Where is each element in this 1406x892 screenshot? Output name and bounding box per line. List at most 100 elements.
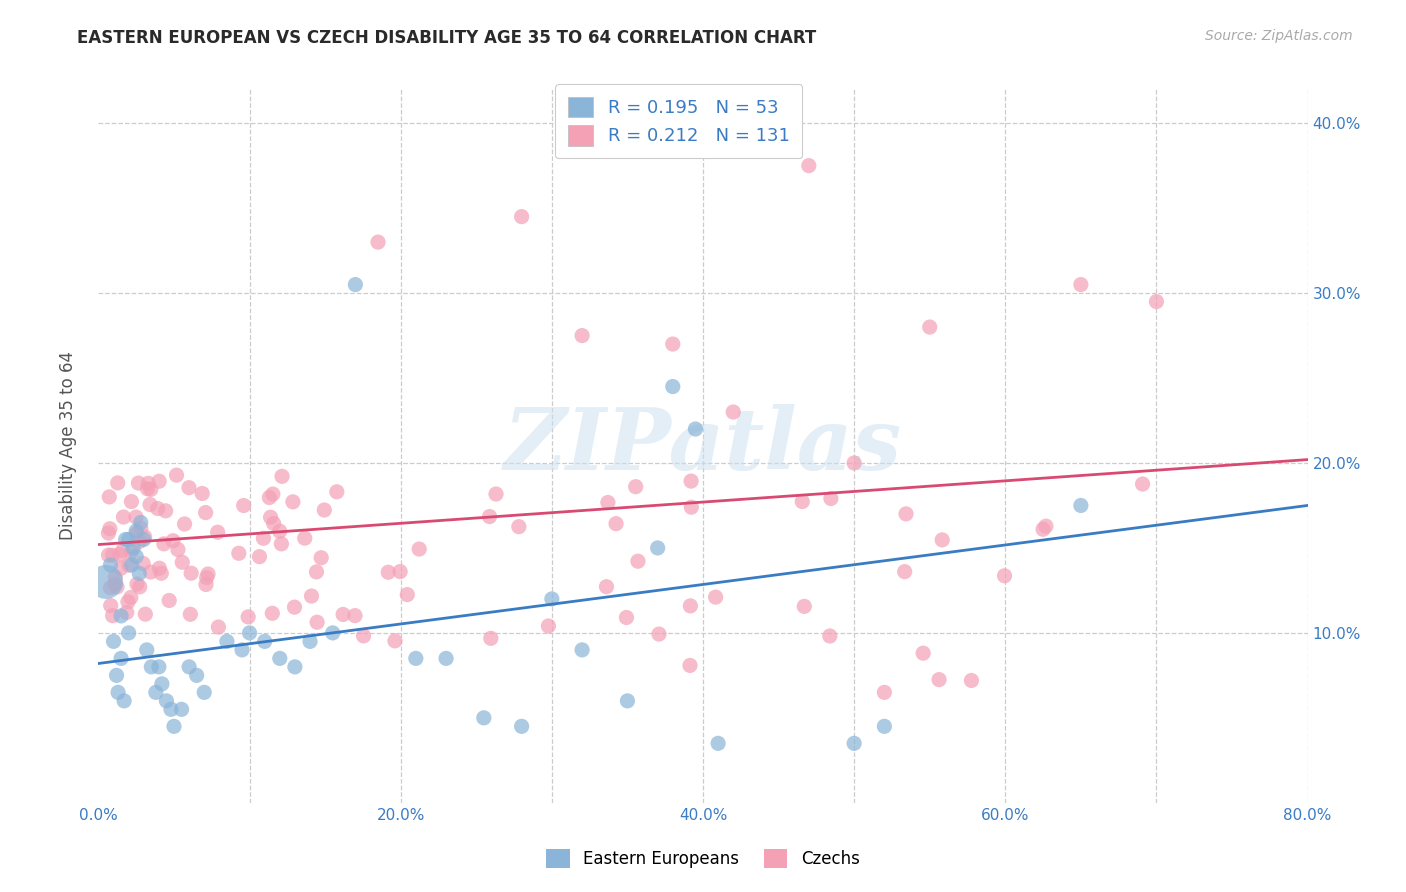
Point [1132,477,1154,491]
Point [125,510,148,524]
Point [353,629,375,643]
Point [117,595,139,609]
Point [125,526,148,541]
Point [405,651,427,665]
Point [170,702,193,716]
Point [157,593,180,607]
Point [136,482,159,496]
Point [627,554,650,568]
Point [101,548,124,562]
Point [98,522,121,536]
Point [148,561,170,575]
Point [155,504,177,518]
Point [100,558,122,572]
Point [148,660,170,674]
Point [249,549,271,564]
Point [97,548,120,562]
Point [172,555,194,569]
Point [108,548,131,562]
Point [129,516,152,530]
Point [253,634,276,648]
Point [510,210,533,224]
Point [103,634,125,648]
Point [120,494,142,508]
Point [343,608,366,623]
Point [596,495,619,509]
Point [197,566,219,581]
Point [120,545,142,559]
Point [128,566,150,581]
Point [367,235,389,249]
Point [122,541,145,555]
Point [191,486,214,500]
Point [104,577,127,591]
Point [1144,294,1167,309]
Point [252,531,274,545]
Point [160,702,183,716]
Point [679,658,702,673]
Point [284,660,307,674]
Point [166,468,188,483]
Point [389,565,412,579]
Point [820,491,842,506]
Point [918,320,941,334]
Point [661,379,683,393]
Y-axis label: Disability Age 35 to 64: Disability Age 35 to 64 [59,351,77,541]
Point [537,619,560,633]
Point [707,736,730,750]
Point [153,537,176,551]
Point [960,673,983,688]
Point [107,685,129,699]
Point [128,580,150,594]
Point [326,484,349,499]
Point [141,660,163,674]
Point [98,490,121,504]
Point [134,607,156,622]
Point [305,565,328,579]
Point [186,668,208,682]
Point [263,516,285,531]
Point [605,516,627,531]
Point [307,615,329,630]
Point [384,633,406,648]
Text: EASTERN EUROPEAN VS CZECH DISABILITY AGE 35 TO 64 CORRELATION CHART: EASTERN EUROPEAN VS CZECH DISABILITY AGE… [77,29,817,46]
Point [616,694,638,708]
Point [232,499,254,513]
Point [309,550,332,565]
Point [818,629,841,643]
Point [344,277,367,292]
Point [571,643,593,657]
Point [262,607,284,621]
Point [162,533,184,548]
Point [177,481,200,495]
Point [259,491,281,505]
Point [377,566,399,580]
Text: Source: ZipAtlas.com: Source: ZipAtlas.com [1205,29,1353,43]
Point [510,719,533,733]
Point [269,651,291,665]
Point [648,627,671,641]
Point [110,651,132,665]
Point [128,534,150,549]
Point [173,516,195,531]
Point [135,643,157,657]
Point [134,530,156,544]
Point [281,495,304,509]
Point [155,694,177,708]
Point [844,736,866,750]
Point [207,525,229,540]
Point [485,487,508,501]
Point [912,646,935,660]
Point [107,475,129,490]
Point [893,565,915,579]
Point [259,510,281,524]
Point [163,719,186,733]
Point [681,500,703,515]
Point [115,606,138,620]
Point [479,632,502,646]
Point [661,337,683,351]
Point [1070,277,1092,292]
Point [792,494,814,508]
Point [118,533,141,547]
Point [793,599,815,614]
